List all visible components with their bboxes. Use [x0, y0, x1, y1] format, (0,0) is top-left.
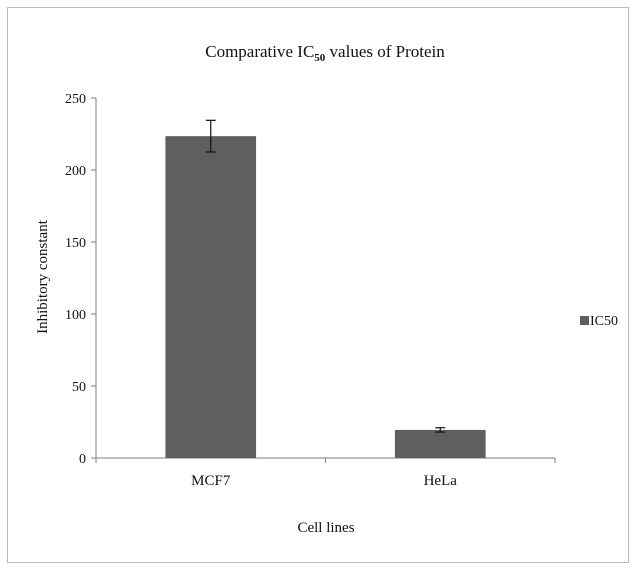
y-tick-label: 200	[65, 164, 86, 179]
bar	[394, 429, 486, 458]
y-tick-label: 250	[65, 92, 86, 107]
x-tick-label: HeLa	[424, 473, 458, 489]
chart-title: Comparative IC50 values of Protein	[205, 42, 445, 64]
chart-title-rest: values of Protein	[325, 42, 445, 61]
chart-title-main: Comparative IC	[205, 42, 314, 61]
x-axis-label: Cell lines	[297, 520, 354, 536]
legend-swatch	[580, 316, 589, 325]
y-tick-label: 50	[72, 380, 86, 395]
legend: IC50	[580, 314, 618, 329]
y-tick-label: 0	[79, 452, 86, 467]
chart-title-subscript: 50	[314, 52, 326, 64]
chart-frame	[7, 7, 629, 563]
axes: 0 50 100 150 200 250 MCF7 HeLa	[65, 92, 556, 489]
legend-label: IC50	[590, 314, 618, 329]
y-axis-label: Inhibitory constant	[35, 219, 51, 334]
bars-group	[165, 119, 486, 458]
bar	[165, 136, 257, 458]
y-tick-label: 100	[65, 308, 86, 323]
y-tick-label: 150	[65, 236, 86, 251]
x-tick-label: MCF7	[191, 473, 231, 489]
